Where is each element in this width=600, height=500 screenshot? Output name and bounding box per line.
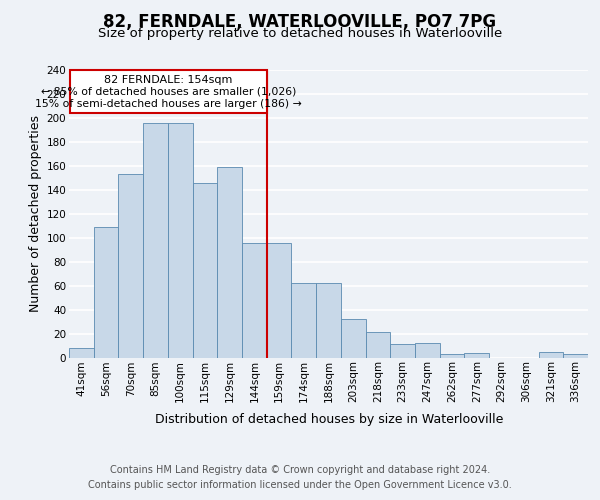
Bar [217,167,242,358]
Bar [143,122,168,358]
Bar [267,242,292,358]
Bar [464,352,489,358]
Bar [365,332,390,357]
Bar [341,319,365,358]
Text: Contains HM Land Registry data © Crown copyright and database right 2024.
Contai: Contains HM Land Registry data © Crown c… [88,465,512,490]
FancyBboxPatch shape [70,70,267,113]
Text: 15% of semi-detached houses are larger (186) →: 15% of semi-detached houses are larger (… [35,98,302,108]
Bar [193,182,217,358]
Bar [94,227,118,358]
Bar [563,354,588,358]
Text: Distribution of detached houses by size in Waterlooville: Distribution of detached houses by size … [155,412,503,426]
Bar [242,242,267,358]
Text: ← 85% of detached houses are smaller (1,026): ← 85% of detached houses are smaller (1,… [41,86,296,97]
Y-axis label: Number of detached properties: Number of detached properties [29,116,43,312]
Bar [415,343,440,357]
Bar [118,174,143,358]
Text: Size of property relative to detached houses in Waterlooville: Size of property relative to detached ho… [98,28,502,40]
Bar [539,352,563,358]
Text: 82 FERNDALE: 154sqm: 82 FERNDALE: 154sqm [104,74,233,85]
Bar [390,344,415,358]
Bar [168,122,193,358]
Bar [69,348,94,358]
Bar [440,354,464,358]
Bar [292,283,316,358]
Bar [316,283,341,358]
Text: 82, FERNDALE, WATERLOOVILLE, PO7 7PG: 82, FERNDALE, WATERLOOVILLE, PO7 7PG [103,12,497,30]
